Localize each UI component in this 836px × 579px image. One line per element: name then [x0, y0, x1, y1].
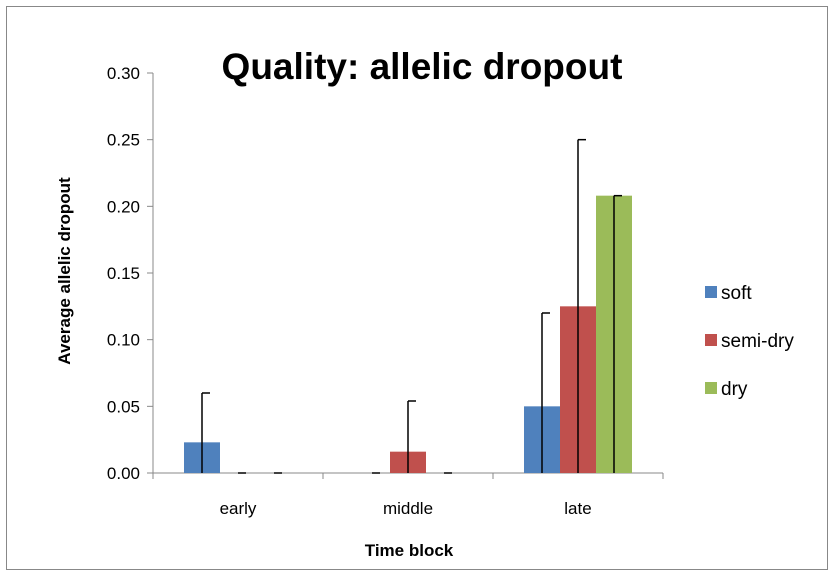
y-tick-label: 0.30	[107, 64, 140, 83]
legend-swatch-dry	[705, 382, 717, 394]
x-tick-label: late	[564, 499, 591, 518]
y-axis-title: Average allelic dropout	[55, 177, 74, 365]
y-tick-label: 0.05	[107, 397, 140, 416]
x-axis-title: Time block	[365, 541, 454, 560]
legend-label: soft	[721, 283, 752, 304]
x-tick-label: early	[220, 499, 257, 518]
legend-swatch-soft	[705, 286, 717, 298]
legend-label: semi-dry	[721, 331, 794, 352]
x-axis: early middle late	[152, 472, 664, 518]
legend-swatch-semi-dry	[705, 334, 717, 346]
legend: soft semi-dry dry	[705, 283, 794, 400]
chart-title: Quality: allelic dropout	[222, 46, 623, 87]
error-bars	[201, 138, 622, 474]
chart-frame	[6, 6, 828, 570]
y-axis: 0.00 0.05 0.10 0.15 0.20 0.25 0.30	[107, 64, 154, 483]
legend-label: dry	[721, 379, 748, 400]
y-tick-label: 0.25	[107, 131, 140, 150]
y-tick-label: 0.15	[107, 264, 140, 283]
x-tick-label: middle	[383, 499, 433, 518]
y-tick-label: 0.20	[107, 197, 140, 216]
y-tick-label: 0.00	[107, 464, 140, 483]
y-tick-label: 0.10	[107, 331, 140, 350]
